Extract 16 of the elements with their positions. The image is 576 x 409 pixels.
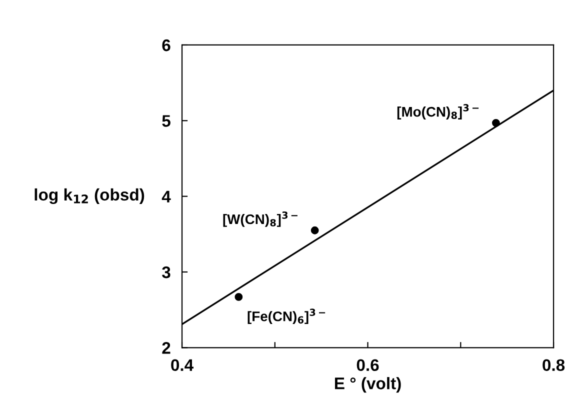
annotation: [W(CN)$_{8}$]$^{3−}$ xyxy=(223,211,298,227)
y-axis-title: log k$_{12}$ (obsd) xyxy=(34,188,144,204)
x-tick-label: 0.6 xyxy=(356,359,379,372)
annotation: [Mo(CN)$_{8}$]$^{3−}$ xyxy=(397,104,479,120)
y-tick-label: 4 xyxy=(162,190,171,202)
y-tick-label: 3 xyxy=(162,266,170,278)
x-tick-label: 0.4 xyxy=(171,359,194,372)
point xyxy=(310,226,319,234)
y-tick-label: 6 xyxy=(162,39,170,52)
point xyxy=(492,118,500,127)
y-tick-label: 5 xyxy=(162,115,170,127)
x-tick-label: 0.8 xyxy=(542,359,565,372)
x-axis-title: E ° (volt) xyxy=(335,377,401,393)
point xyxy=(234,293,243,301)
annotation: [Fe(CN)$_{6}$]$^{3−}$ xyxy=(248,308,326,324)
y-tick-label: 2 xyxy=(162,342,170,354)
